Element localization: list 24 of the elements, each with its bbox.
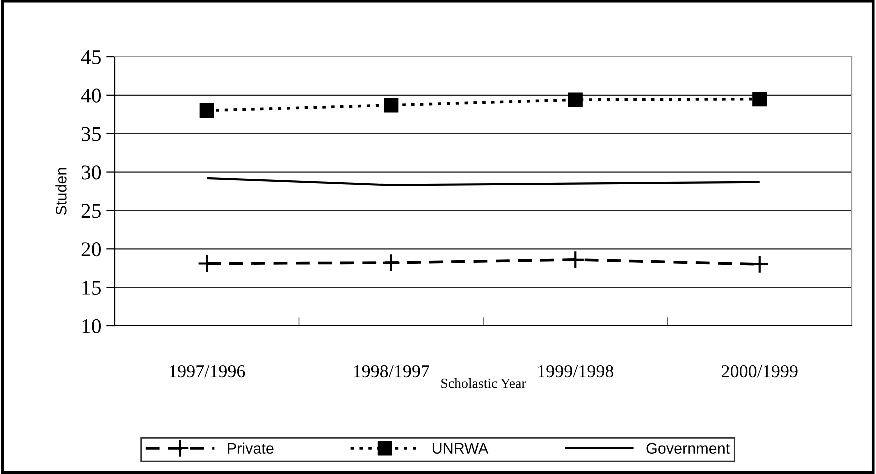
point [200,104,214,118]
x-tick-label: 1997/1996 [170,365,246,378]
legend-label: Government [646,443,730,454]
y-tick-label: 35 [82,127,101,142]
y-tick-label: 15 [82,281,101,296]
point [568,92,583,108]
y-axis-title: Studen [56,168,67,216]
y-tick-label: 20 [82,242,102,257]
line-series [206,177,761,186]
legend-label: Private [228,442,274,454]
y-tick-label: 25 [82,204,101,218]
y-tick-label: 40 [81,88,102,103]
x-tick-label: 2000/1999 [722,365,798,378]
x-tick-label: 1999/1998 [538,365,614,378]
y-tick-label: 30 [82,166,102,180]
y-tick-label: 10 [82,319,102,334]
x-axis-title: Scholastic Year [442,378,526,388]
legend-label: UNRWA [432,443,489,454]
point [752,92,768,107]
y-tick-label: 45 [81,50,101,64]
point [384,98,399,113]
point [382,254,401,272]
point [566,250,586,270]
x-tick-label: 1998/1997 [354,365,430,378]
